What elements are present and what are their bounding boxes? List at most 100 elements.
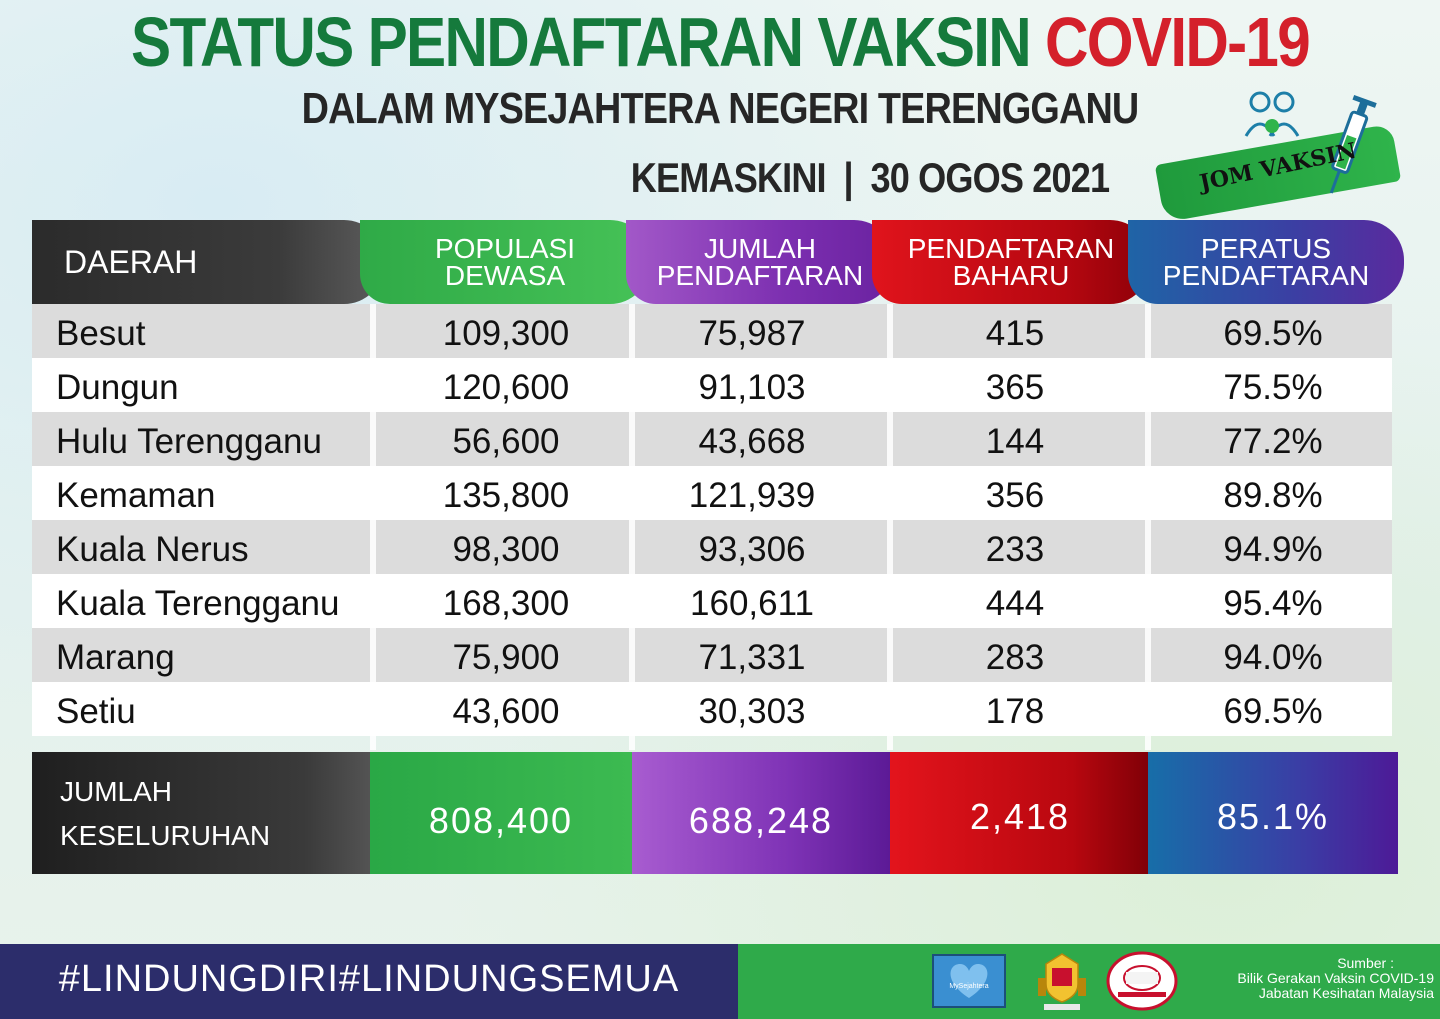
source-line2: Jabatan Kesihatan Malaysia	[1258, 985, 1434, 1001]
header-peratus-line1: PERATUS	[1200, 233, 1332, 264]
cell-jumlah: 71,331	[698, 638, 806, 677]
cell-jumlah: 91,103	[698, 368, 806, 407]
cell-populasi: 109,300	[442, 314, 570, 353]
syringe-icon	[1329, 94, 1377, 194]
title-main: STATUS PENDAFTARAN VAKSIN	[131, 3, 1032, 81]
cell-populasi: 98,300	[452, 530, 560, 569]
column-divider	[629, 304, 635, 750]
page-title: STATUS PENDAFTARAN VAKSIN COVID-19	[101, 2, 1339, 82]
source-label: Sumber :	[1337, 955, 1394, 971]
table-row: Marang 75,900 71,331 283 94.0%	[32, 628, 1392, 682]
cell-peratus: 95.4%	[1223, 584, 1323, 623]
cell-daerah: Kuala Nerus	[56, 530, 249, 569]
header-jumlah-line1: JUMLAH	[703, 233, 816, 264]
cell-baharu: 365	[985, 368, 1045, 407]
cell-peratus: 75.5%	[1223, 368, 1323, 407]
total-populasi-cell: 808,400	[370, 752, 632, 874]
total-jumlah-cell: 688,248	[632, 752, 890, 874]
table-body: Besut 109,300 75,987 415 69.5% Dungun 12…	[32, 304, 1404, 736]
total-jumlah: 688,248	[688, 800, 834, 841]
cell-peratus: 77.2%	[1223, 422, 1323, 461]
cell-daerah: Kuala Terengganu	[56, 584, 340, 623]
header-populasi-line2: DEWASA	[444, 260, 566, 291]
cell-daerah: Dungun	[56, 368, 179, 407]
total-populasi: 808,400	[428, 800, 574, 841]
cell-populasi: 75,900	[452, 638, 560, 677]
header-baharu-line1: PENDAFTARAN	[907, 233, 1115, 264]
total-peratus: 85.1%	[1216, 796, 1330, 837]
source-line1: Bilik Gerakan Vaksin COVID-19	[1237, 970, 1434, 986]
jom-vaksin-badge: JOM VAKSIN	[1154, 91, 1408, 223]
header-peratus-line2: PENDAFTARAN	[1162, 260, 1370, 291]
header-populasi-line1: POPULASI	[434, 233, 576, 264]
source-text: Sumber : Bilik Gerakan Vaksin COVID-19 J…	[1198, 956, 1434, 1001]
total-baharu-cell: 2,418	[890, 752, 1150, 874]
cell-baharu: 283	[985, 638, 1045, 677]
cell-jumlah: 30,303	[698, 692, 806, 731]
table-row: Hulu Terengganu 56,600 43,668 144 77.2%	[32, 412, 1392, 466]
cell-peratus: 69.5%	[1223, 692, 1323, 731]
cell-populasi: 120,600	[442, 368, 570, 407]
cell-daerah: Setiu	[56, 692, 136, 731]
page-subtitle: DALAM MYSEJAHTERA NEGERI TERENGGANU	[301, 84, 1140, 133]
updated-separator: |	[843, 154, 854, 201]
table-row: Kuala Nerus 98,300 93,306 233 94.9%	[32, 520, 1392, 574]
header-peratus-pendaftaran: PERATUS PENDAFTARAN	[1128, 220, 1404, 304]
cell-populasi: 56,600	[452, 422, 560, 461]
cell-baharu: 356	[985, 476, 1045, 515]
total-baharu: 2,418	[969, 796, 1071, 837]
total-label: JUMLAH KESELURUHAN	[32, 752, 372, 874]
cell-peratus: 94.9%	[1223, 530, 1323, 569]
header-daerah: DAERAH	[32, 220, 384, 304]
title-highlight: COVID-19	[1045, 3, 1311, 81]
footer-hashtag-bar: #LINDUNGDIRI#LINDUNGSEMUA	[0, 944, 738, 1019]
cell-populasi: 43,600	[452, 692, 560, 731]
cell-baharu: 415	[985, 314, 1045, 353]
table-row: Kuala Terengganu 168,300 160,611 444 95.…	[32, 574, 1392, 628]
cell-daerah: Hulu Terengganu	[56, 422, 322, 461]
column-divider	[1145, 304, 1151, 750]
family-icon	[1244, 91, 1300, 137]
header-populasi-dewasa: POPULASI DEWASA	[360, 220, 650, 304]
total-peratus-cell: 85.1%	[1148, 752, 1398, 874]
cell-daerah: Besut	[56, 314, 146, 353]
cell-jumlah: 121,939	[688, 476, 816, 515]
footer-hashtag: #LINDUNGDIRI#LINDUNGSEMUA	[58, 958, 680, 1000]
cell-baharu: 144	[985, 422, 1045, 461]
cell-jumlah: 160,611	[690, 584, 814, 623]
cell-daerah: Marang	[56, 638, 175, 677]
cell-baharu: 178	[985, 692, 1045, 731]
cell-baharu: 233	[985, 530, 1045, 569]
update-line: KEMASKINI | 30 OGOS 2021	[586, 154, 1154, 202]
mysejahtera-logo: MySejahtera	[932, 954, 1006, 1008]
mysejahtera-text: MySejahtera	[949, 983, 988, 990]
header-pendaftaran-baharu: PENDAFTARAN BAHARU	[872, 220, 1150, 304]
table-row: Dungun 120,600 91,103 365 75.5%	[32, 358, 1392, 412]
cell-populasi: 168,300	[442, 584, 570, 623]
table-row: Kemaman 135,800 121,939 356 89.8%	[32, 466, 1392, 520]
cell-jumlah: 93,306	[698, 530, 806, 569]
cell-baharu: 444	[985, 584, 1045, 623]
kkm-crest-logo	[1038, 953, 1086, 1010]
cell-peratus: 94.0%	[1223, 638, 1323, 677]
updated-date: 30 OGOS 2021	[870, 154, 1111, 201]
cell-peratus: 89.8%	[1223, 476, 1323, 515]
table-row: Besut 109,300 75,987 415 69.5%	[32, 304, 1392, 358]
updated-label: KEMASKINI	[630, 154, 827, 201]
header-jumlah-pendaftaran: JUMLAH PENDAFTARAN	[626, 220, 894, 304]
column-divider	[370, 304, 376, 750]
footer-source-bar: MySejahtera Sumber : Bilik Gerakan Vaksi…	[738, 944, 1440, 1019]
total-label-line2: KESELURUHAN	[60, 820, 271, 851]
table-row: Setiu 43,600 30,303 178 69.5%	[32, 682, 1392, 736]
cell-jumlah: 75,987	[698, 314, 806, 353]
header-jumlah-line2: PENDAFTARAN	[656, 260, 864, 291]
cell-peratus: 69.5%	[1223, 314, 1323, 353]
jkn-logo	[1106, 951, 1178, 1011]
header-baharu-line2: BAHARU	[952, 260, 1070, 291]
cell-jumlah: 43,668	[698, 422, 806, 461]
column-divider	[887, 304, 893, 750]
cell-populasi: 135,800	[442, 476, 570, 515]
heart-icon: MySejahtera	[949, 964, 989, 998]
cell-daerah: Kemaman	[56, 476, 216, 515]
total-label-line1: JUMLAH	[60, 776, 173, 807]
